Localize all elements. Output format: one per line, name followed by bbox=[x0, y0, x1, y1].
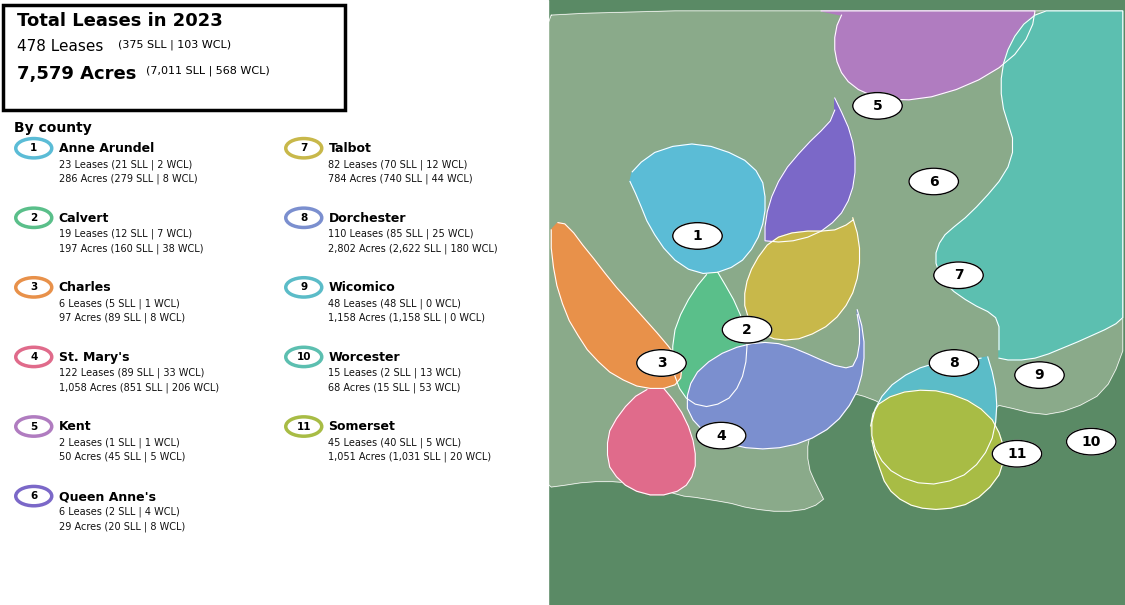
Text: Charles: Charles bbox=[58, 281, 111, 294]
Text: 122 Leases (89 SLL | 33 WCL): 122 Leases (89 SLL | 33 WCL) bbox=[58, 368, 204, 378]
Text: Worcester: Worcester bbox=[328, 351, 400, 364]
Text: 1,158 Acres (1,158 SLL | 0 WCL): 1,158 Acres (1,158 SLL | 0 WCL) bbox=[328, 313, 486, 323]
Polygon shape bbox=[0, 0, 548, 605]
Circle shape bbox=[16, 347, 52, 367]
Text: 6 Leases (5 SLL | 1 WCL): 6 Leases (5 SLL | 1 WCL) bbox=[58, 298, 179, 309]
Text: 9: 9 bbox=[300, 283, 307, 292]
Circle shape bbox=[673, 223, 722, 249]
Text: 1,058 Acres (851 SLL | 206 WCL): 1,058 Acres (851 SLL | 206 WCL) bbox=[58, 382, 218, 393]
Circle shape bbox=[929, 350, 979, 376]
Text: 3: 3 bbox=[30, 283, 37, 292]
Text: 8: 8 bbox=[950, 356, 958, 370]
Circle shape bbox=[16, 417, 52, 436]
Text: Kent: Kent bbox=[58, 420, 91, 433]
Text: Queen Anne's: Queen Anne's bbox=[58, 490, 155, 503]
Text: 11: 11 bbox=[297, 422, 310, 431]
Circle shape bbox=[909, 168, 958, 195]
Text: 478 Leases: 478 Leases bbox=[17, 39, 108, 54]
Circle shape bbox=[992, 440, 1042, 467]
Text: 286 Acres (279 SLL | 8 WCL): 286 Acres (279 SLL | 8 WCL) bbox=[58, 174, 197, 184]
Circle shape bbox=[934, 262, 983, 289]
Text: 45 Leases (40 SLL | 5 WCL): 45 Leases (40 SLL | 5 WCL) bbox=[328, 437, 461, 448]
Polygon shape bbox=[673, 272, 747, 407]
Circle shape bbox=[722, 316, 772, 343]
Text: St. Mary's: St. Mary's bbox=[58, 351, 129, 364]
Text: 82 Leases (70 SLL | 12 WCL): 82 Leases (70 SLL | 12 WCL) bbox=[328, 159, 468, 169]
Text: 2,802 Acres (2,622 SLL | 180 WCL): 2,802 Acres (2,622 SLL | 180 WCL) bbox=[328, 243, 498, 253]
Circle shape bbox=[1066, 428, 1116, 455]
Text: 6 Leases (2 SLL | 4 WCL): 6 Leases (2 SLL | 4 WCL) bbox=[58, 507, 179, 517]
Text: By county: By county bbox=[14, 121, 91, 135]
Text: 197 Acres (160 SLL | 38 WCL): 197 Acres (160 SLL | 38 WCL) bbox=[58, 243, 202, 253]
Text: 5: 5 bbox=[873, 99, 882, 113]
Text: 97 Acres (89 SLL | 8 WCL): 97 Acres (89 SLL | 8 WCL) bbox=[58, 313, 184, 323]
Text: 6: 6 bbox=[929, 174, 938, 189]
Text: (7,011 SLL | 568 WCL): (7,011 SLL | 568 WCL) bbox=[146, 65, 270, 76]
Text: 8: 8 bbox=[300, 213, 307, 223]
Text: Somerset: Somerset bbox=[328, 420, 395, 433]
Text: 7: 7 bbox=[954, 268, 963, 283]
Text: 4: 4 bbox=[717, 428, 726, 443]
Polygon shape bbox=[608, 388, 695, 495]
Text: 7: 7 bbox=[300, 143, 307, 153]
Circle shape bbox=[286, 278, 322, 297]
Circle shape bbox=[696, 422, 746, 449]
Polygon shape bbox=[548, 11, 1123, 511]
Polygon shape bbox=[936, 11, 1123, 360]
Polygon shape bbox=[630, 144, 765, 273]
Circle shape bbox=[16, 208, 52, 227]
Text: 5: 5 bbox=[30, 422, 37, 431]
Text: 784 Acres (740 SLL | 44 WCL): 784 Acres (740 SLL | 44 WCL) bbox=[328, 174, 474, 184]
Text: 50 Acres (45 SLL | 5 WCL): 50 Acres (45 SLL | 5 WCL) bbox=[58, 452, 184, 462]
Text: Total Leases in 2023: Total Leases in 2023 bbox=[17, 12, 223, 30]
Polygon shape bbox=[687, 310, 864, 449]
Polygon shape bbox=[765, 98, 855, 242]
Text: Calvert: Calvert bbox=[58, 212, 109, 224]
Polygon shape bbox=[745, 218, 860, 340]
Text: 2: 2 bbox=[30, 213, 37, 223]
Circle shape bbox=[286, 347, 322, 367]
Text: 10: 10 bbox=[297, 352, 310, 362]
Polygon shape bbox=[821, 11, 1035, 100]
Text: 6: 6 bbox=[30, 491, 37, 501]
Text: Talbot: Talbot bbox=[328, 142, 371, 155]
Text: 19 Leases (12 SLL | 7 WCL): 19 Leases (12 SLL | 7 WCL) bbox=[58, 229, 191, 239]
Text: 1,051 Acres (1,031 SLL | 20 WCL): 1,051 Acres (1,031 SLL | 20 WCL) bbox=[328, 452, 492, 462]
Circle shape bbox=[1015, 362, 1064, 388]
Circle shape bbox=[637, 350, 686, 376]
Text: 110 Leases (85 SLL | 25 WCL): 110 Leases (85 SLL | 25 WCL) bbox=[328, 229, 474, 239]
Circle shape bbox=[16, 139, 52, 158]
Text: 7,579 Acres: 7,579 Acres bbox=[17, 65, 143, 83]
Text: 10: 10 bbox=[1081, 434, 1101, 449]
Text: 1: 1 bbox=[693, 229, 702, 243]
Text: Dorchester: Dorchester bbox=[328, 212, 406, 224]
Text: Anne Arundel: Anne Arundel bbox=[58, 142, 154, 155]
Text: 1: 1 bbox=[30, 143, 37, 153]
Text: (375 SLL | 103 WCL): (375 SLL | 103 WCL) bbox=[118, 39, 232, 50]
Circle shape bbox=[16, 486, 52, 506]
Text: 3: 3 bbox=[657, 356, 666, 370]
Text: 23 Leases (21 SLL | 2 WCL): 23 Leases (21 SLL | 2 WCL) bbox=[58, 159, 191, 169]
Polygon shape bbox=[871, 390, 1004, 509]
Text: 15 Leases (2 SLL | 13 WCL): 15 Leases (2 SLL | 13 WCL) bbox=[328, 368, 461, 378]
Circle shape bbox=[853, 93, 902, 119]
Polygon shape bbox=[551, 223, 682, 388]
Text: 4: 4 bbox=[30, 352, 37, 362]
Text: 9: 9 bbox=[1035, 368, 1044, 382]
Text: 2 Leases (1 SLL | 1 WCL): 2 Leases (1 SLL | 1 WCL) bbox=[58, 437, 179, 448]
Circle shape bbox=[286, 139, 322, 158]
Text: 48 Leases (48 SLL | 0 WCL): 48 Leases (48 SLL | 0 WCL) bbox=[328, 298, 461, 309]
FancyBboxPatch shape bbox=[3, 5, 345, 110]
Circle shape bbox=[286, 208, 322, 227]
Text: 11: 11 bbox=[1007, 446, 1027, 461]
Text: 68 Acres (15 SLL | 53 WCL): 68 Acres (15 SLL | 53 WCL) bbox=[328, 382, 461, 393]
Polygon shape bbox=[872, 357, 997, 484]
Text: 2: 2 bbox=[742, 322, 752, 337]
Text: 29 Acres (20 SLL | 8 WCL): 29 Acres (20 SLL | 8 WCL) bbox=[58, 522, 184, 532]
Text: Wicomico: Wicomico bbox=[328, 281, 395, 294]
Circle shape bbox=[286, 417, 322, 436]
Circle shape bbox=[16, 278, 52, 297]
